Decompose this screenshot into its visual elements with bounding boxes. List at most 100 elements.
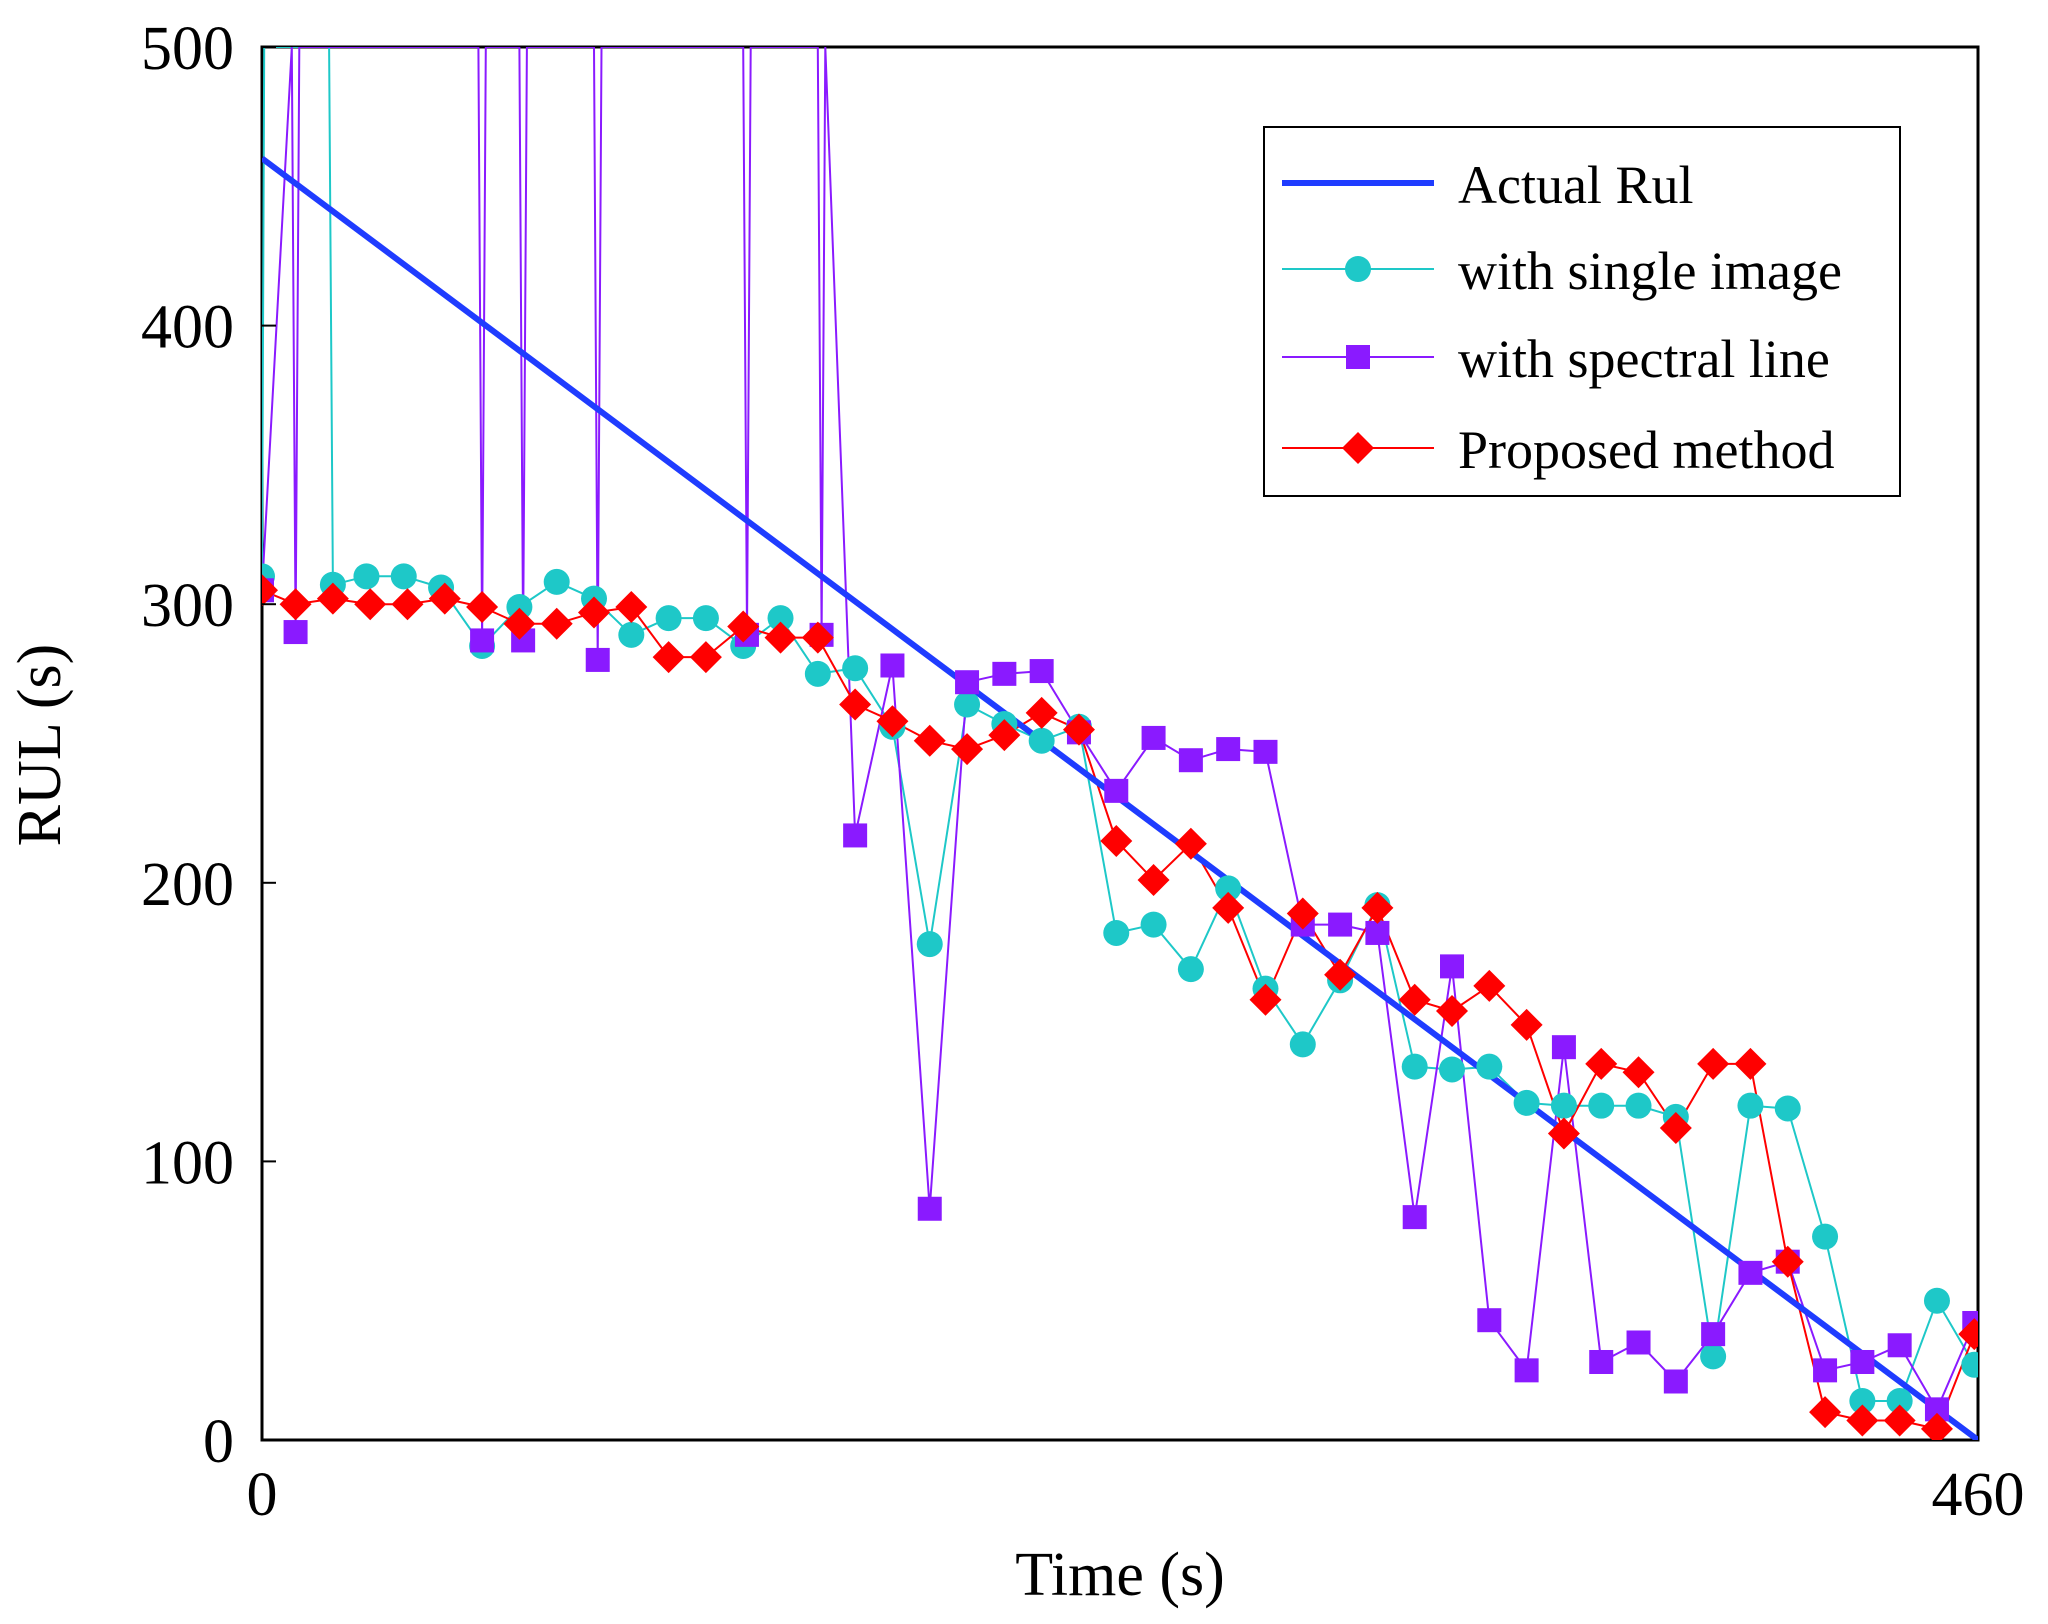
point-spectral <box>843 823 868 848</box>
point-single <box>506 593 533 620</box>
point-proposed <box>540 607 573 640</box>
legend-entry-actual: Actual Rul <box>1282 155 1693 215</box>
point-single <box>1812 1223 1839 1250</box>
point-single <box>1513 1089 1540 1116</box>
point-spectral <box>1813 1358 1838 1383</box>
point-proposed <box>578 596 611 629</box>
point-spectral <box>1701 1322 1726 1347</box>
legend-box <box>1263 126 1901 497</box>
point-proposed <box>1324 958 1357 991</box>
x-tick-label: 460 <box>1932 1461 2025 1529</box>
point-proposed <box>801 621 834 654</box>
point-proposed <box>1585 1047 1618 1080</box>
series-layer <box>262 47 1978 1440</box>
point-spectral <box>1141 725 1166 750</box>
point-single <box>655 605 682 632</box>
series-line-proposed <box>262 589 1976 1430</box>
point-spectral <box>955 670 980 695</box>
point-single <box>1140 911 1167 938</box>
point-proposed <box>1100 825 1133 858</box>
point-proposed <box>988 719 1021 752</box>
point-single <box>1103 919 1130 946</box>
point-proposed <box>1659 1111 1692 1144</box>
point-spectral <box>1328 912 1353 937</box>
y-tick-label: 300 <box>141 572 234 640</box>
point-proposed <box>1398 983 1431 1016</box>
point-proposed <box>428 582 461 615</box>
point-spectral <box>283 620 308 645</box>
point-proposed <box>466 590 499 623</box>
point-single <box>1737 1092 1764 1119</box>
legend-entry-single: with single image <box>1282 241 1842 301</box>
point-proposed <box>1510 1008 1543 1041</box>
point-single <box>1700 1343 1727 1370</box>
point-single <box>1401 1053 1428 1080</box>
point-single <box>1177 956 1204 983</box>
y-axis-label: RUL (s) <box>6 644 74 847</box>
point-single <box>1774 1095 1801 1122</box>
point-proposed <box>1436 994 1469 1027</box>
point-spectral <box>585 647 610 672</box>
point-single <box>804 660 831 687</box>
point-spectral <box>1216 737 1241 762</box>
point-spectral <box>1850 1349 1875 1374</box>
point-proposed <box>1734 1047 1767 1080</box>
point-spectral <box>1738 1260 1763 1285</box>
point-proposed <box>262 574 278 607</box>
point-single <box>618 621 645 648</box>
point-proposed <box>727 610 760 643</box>
point-proposed <box>503 607 536 640</box>
point-spectral <box>992 661 1017 686</box>
point-single <box>543 568 570 595</box>
y-tick-label: 400 <box>141 294 234 362</box>
point-single <box>1961 1351 1978 1378</box>
point-proposed <box>689 641 722 674</box>
point-single <box>692 605 719 632</box>
legend-spectral-label: with spectral line <box>1458 329 1830 389</box>
x-tick-label: 0 <box>247 1461 278 1529</box>
point-proposed <box>1883 1404 1916 1437</box>
legend-single-label: with single image <box>1458 241 1842 301</box>
legend-proposed-label: Proposed method <box>1458 420 1834 480</box>
point-spectral <box>1663 1369 1688 1394</box>
point-spectral <box>1104 778 1129 803</box>
point-spectral <box>1589 1349 1614 1374</box>
y-tick-label: 500 <box>141 15 234 83</box>
point-proposed <box>1473 969 1506 1002</box>
point-proposed <box>1622 1056 1655 1089</box>
point-proposed <box>1174 827 1207 860</box>
y-tick-label: 200 <box>141 851 234 919</box>
point-spectral <box>1887 1333 1912 1358</box>
point-proposed <box>652 641 685 674</box>
point-spectral <box>1440 954 1465 979</box>
point-single <box>1849 1387 1876 1414</box>
point-proposed <box>354 588 387 621</box>
plot-frame <box>260 45 1980 1442</box>
point-proposed <box>1137 864 1170 897</box>
point-single <box>1215 875 1242 902</box>
point-single <box>353 563 380 590</box>
point-single <box>1625 1092 1652 1119</box>
point-spectral <box>1477 1308 1502 1333</box>
point-single <box>842 655 869 682</box>
point-proposed <box>1249 983 1282 1016</box>
point-spectral <box>470 628 495 653</box>
y-tick-label: 100 <box>141 1129 234 1197</box>
point-proposed <box>1920 1412 1953 1440</box>
point-spectral <box>1029 659 1054 684</box>
legend-spectral-marker <box>1346 345 1370 369</box>
legend-single-marker <box>1345 256 1371 282</box>
point-proposed <box>1846 1404 1879 1437</box>
point-proposed <box>913 724 946 757</box>
point-spectral <box>880 653 905 678</box>
point-single <box>916 931 943 958</box>
point-single <box>767 605 794 632</box>
point-proposed <box>1697 1047 1730 1080</box>
point-single <box>1923 1287 1950 1314</box>
point-spectral <box>917 1196 942 1221</box>
point-proposed <box>1809 1396 1842 1429</box>
point-proposed <box>1062 713 1095 746</box>
legend-proposed-marker <box>1342 432 1374 464</box>
legend-entry-spectral: with spectral line <box>1282 329 1830 389</box>
